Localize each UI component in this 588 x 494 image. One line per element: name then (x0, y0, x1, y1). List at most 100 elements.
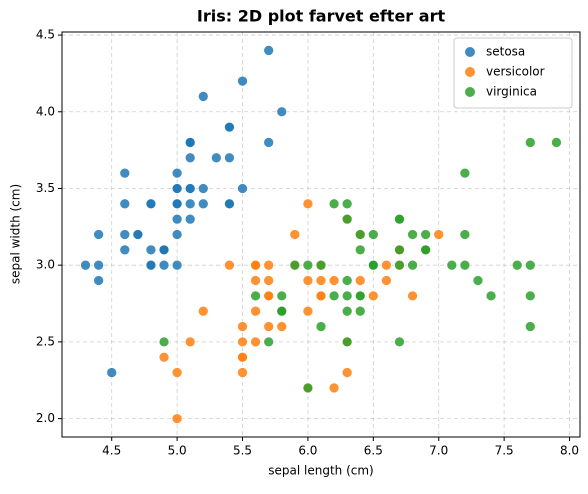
point (250, 336, 261, 348)
x-tick-label: 6.5 (364, 444, 383, 458)
point (524, 290, 536, 302)
point (276, 321, 288, 332)
point (158, 244, 170, 256)
point (276, 305, 288, 317)
point (485, 290, 497, 302)
point (171, 367, 183, 378)
legend-box (453, 37, 573, 109)
point (119, 198, 131, 210)
point (237, 75, 248, 87)
point (263, 259, 275, 271)
point (276, 290, 288, 302)
point (302, 198, 314, 210)
legend-label: virginica (486, 85, 537, 99)
point (237, 367, 248, 378)
legend-label: versicolor (486, 65, 545, 79)
point (524, 137, 536, 148)
point (184, 152, 196, 164)
point (145, 244, 157, 256)
point (341, 275, 353, 286)
point (315, 259, 327, 271)
point (367, 229, 379, 240)
point (263, 275, 275, 286)
point (341, 198, 353, 210)
point (197, 305, 209, 317)
point (106, 367, 118, 378)
point (263, 321, 275, 332)
point (433, 229, 445, 240)
point (184, 213, 196, 225)
point (263, 45, 275, 56)
point (328, 198, 340, 210)
x-tick-label: 4.5 (102, 444, 121, 458)
point (250, 275, 261, 286)
point (354, 244, 366, 256)
y-tick-label: 4.0 (36, 104, 55, 118)
point (354, 290, 366, 302)
point (524, 321, 536, 332)
point (302, 259, 314, 271)
point (341, 213, 353, 225)
point (394, 213, 405, 225)
point (367, 259, 379, 271)
legend-marker (465, 87, 475, 97)
point (237, 321, 248, 332)
point (184, 137, 196, 148)
x-tick-label: 7.5 (495, 444, 514, 458)
point (132, 229, 144, 240)
point (341, 305, 353, 317)
point (315, 275, 327, 286)
point (367, 290, 379, 302)
point (237, 351, 248, 363)
point (171, 198, 183, 210)
point (237, 183, 248, 194)
point (250, 290, 261, 302)
point (145, 259, 157, 271)
point (145, 198, 157, 210)
chart-title: Iris: 2D plot farvet efter art (197, 7, 446, 26)
point (224, 198, 235, 210)
x-tick-label: 7.0 (429, 444, 448, 458)
point (80, 259, 91, 271)
x-tick-label: 5.0 (168, 444, 187, 458)
point (302, 275, 314, 286)
point (341, 336, 353, 348)
point (394, 244, 405, 256)
point (184, 336, 196, 348)
x-tick-label: 6.0 (298, 444, 317, 458)
point (224, 152, 235, 164)
point (420, 244, 431, 256)
point (224, 121, 235, 133)
point (354, 229, 366, 240)
point (119, 167, 131, 179)
point (302, 382, 314, 394)
point (263, 137, 275, 148)
point (407, 229, 418, 240)
point (211, 152, 222, 164)
point (420, 229, 431, 240)
point (381, 259, 392, 271)
legend-label: setosa (486, 45, 525, 59)
point (237, 336, 248, 348)
point (263, 336, 275, 348)
point (459, 259, 471, 271)
point (93, 275, 104, 286)
point (171, 229, 183, 240)
point (158, 351, 170, 363)
point (197, 183, 209, 194)
point (171, 183, 183, 194)
point (171, 213, 183, 225)
point (315, 290, 327, 302)
plot-frame (61, 31, 581, 438)
point (407, 259, 418, 271)
y-tick-label: 2.5 (36, 334, 55, 348)
point (158, 259, 170, 271)
point (341, 367, 353, 378)
point (302, 305, 314, 317)
point (184, 198, 196, 210)
point (328, 290, 340, 302)
y-tick-label: 4.5 (36, 28, 55, 42)
x-axis-label: sepal length (cm) (268, 464, 373, 478)
